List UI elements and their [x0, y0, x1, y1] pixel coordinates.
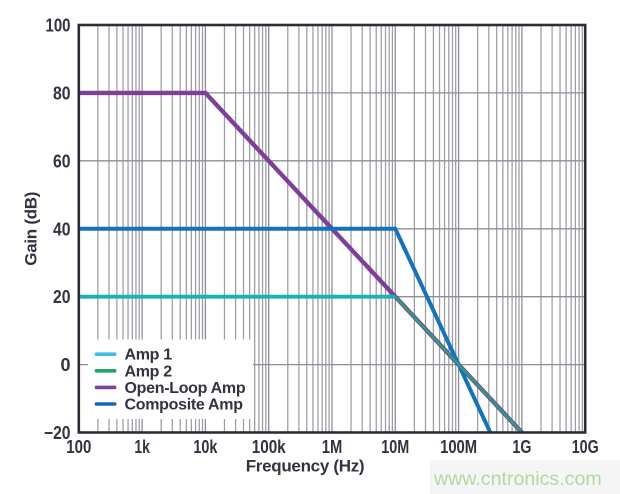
svg-text:100: 100 — [66, 437, 91, 457]
svg-text:1G: 1G — [512, 437, 531, 457]
svg-text:100k: 100k — [252, 437, 287, 457]
svg-text:0: 0 — [60, 355, 70, 375]
svg-text:Amp 1: Amp 1 — [125, 347, 173, 364]
svg-text:80: 80 — [53, 83, 71, 103]
svg-text:Open-Loop Amp: Open-Loop Amp — [125, 380, 246, 397]
svg-text:60: 60 — [53, 151, 71, 171]
svg-text:40: 40 — [53, 219, 71, 239]
svg-text:10G: 10G — [572, 437, 599, 457]
svg-text:10M: 10M — [381, 437, 409, 457]
svg-text:100M: 100M — [440, 437, 477, 457]
svg-text:Gain (dB): Gain (dB) — [22, 192, 41, 266]
svg-text:20: 20 — [53, 287, 71, 307]
svg-text:10k: 10k — [193, 437, 218, 457]
svg-text:100: 100 — [46, 16, 71, 36]
svg-text:Composite Amp: Composite Amp — [125, 397, 244, 414]
svg-text:Amp 2: Amp 2 — [125, 363, 173, 380]
svg-text:www.cntronics.com: www.cntronics.com — [433, 468, 602, 490]
svg-text:1k: 1k — [134, 437, 150, 457]
svg-text:−20: −20 — [44, 423, 71, 443]
svg-text:1M: 1M — [322, 437, 343, 457]
svg-text:Frequency (Hz): Frequency (Hz) — [246, 457, 365, 476]
